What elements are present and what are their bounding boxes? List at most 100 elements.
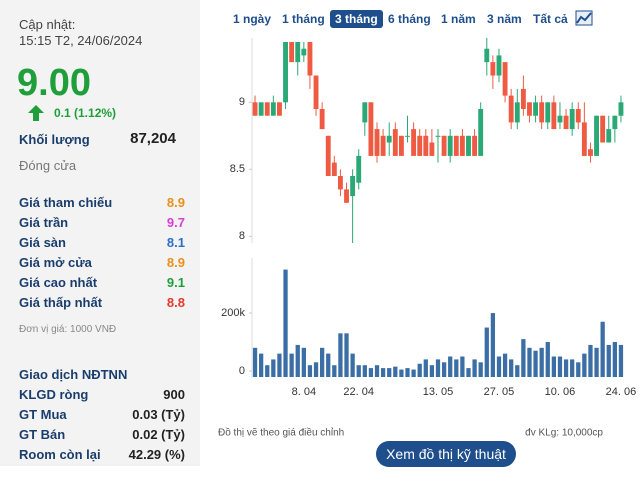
candle-body bbox=[551, 102, 557, 130]
candle-body bbox=[325, 135, 331, 177]
row-value: 900 bbox=[163, 387, 185, 402]
row-label: GT Bán bbox=[19, 427, 66, 442]
y-tick-label: 8 bbox=[239, 230, 245, 242]
candle-body bbox=[466, 135, 471, 156]
volume-bar bbox=[332, 365, 337, 377]
candle-body bbox=[264, 102, 270, 116]
volume-bar bbox=[618, 344, 624, 377]
candle-body bbox=[520, 88, 526, 110]
volume-bar bbox=[265, 365, 270, 377]
y-tick-label: 200k bbox=[221, 307, 245, 319]
x-tick-label: 27. 05 bbox=[484, 386, 515, 398]
range-tab[interactable]: 3 năm bbox=[487, 12, 522, 26]
candle-body bbox=[374, 129, 380, 156]
up-arrow bbox=[28, 105, 44, 121]
foreign-title: Giao dịch NĐTNN bbox=[19, 367, 128, 382]
candle-body bbox=[588, 149, 593, 156]
row-label: GT Mua bbox=[19, 407, 67, 422]
volume-bar bbox=[362, 365, 367, 377]
candle-body bbox=[618, 102, 624, 116]
y-tick-label: 9 bbox=[239, 96, 245, 108]
volume-bar bbox=[295, 344, 300, 377]
candle-body bbox=[545, 102, 551, 123]
row-value: 8.8 bbox=[166, 295, 185, 310]
candle-body bbox=[319, 109, 325, 130]
row-value: 8.9 bbox=[166, 255, 185, 270]
chart-icon[interactable] bbox=[575, 10, 593, 26]
volume-bar bbox=[521, 339, 526, 377]
volume-bar bbox=[496, 356, 502, 377]
row-value: 42.29 (%) bbox=[128, 447, 185, 462]
candle-body bbox=[313, 75, 319, 110]
candle-body bbox=[356, 155, 362, 183]
volume-bar bbox=[594, 347, 599, 377]
candle-body bbox=[331, 162, 337, 177]
volume-bar bbox=[283, 269, 288, 377]
candle-body bbox=[283, 42, 288, 103]
volume-bar bbox=[478, 362, 483, 377]
candle-body bbox=[441, 135, 447, 156]
volume-bar bbox=[307, 365, 313, 377]
volume-bar bbox=[557, 356, 563, 377]
volume-bar bbox=[600, 321, 605, 377]
candle-body bbox=[392, 129, 398, 156]
candle-body bbox=[539, 102, 545, 123]
volume-bar bbox=[490, 313, 496, 377]
row-label: Room còn lại bbox=[19, 447, 101, 462]
candle-body bbox=[508, 95, 514, 123]
price: 9.00 bbox=[17, 62, 91, 104]
candle-body bbox=[277, 102, 282, 116]
candle-body bbox=[258, 102, 264, 116]
candle-body bbox=[527, 102, 532, 116]
candle-body bbox=[417, 135, 423, 156]
range-tab[interactable]: 1 ngày bbox=[233, 12, 272, 26]
row-label: KLGD ròng bbox=[19, 387, 89, 402]
volume-bar bbox=[539, 347, 544, 377]
row-value: 0.03 (Tỷ) bbox=[132, 407, 185, 422]
volume-bar bbox=[545, 342, 550, 377]
range-tab[interactable]: 1 tháng bbox=[282, 12, 325, 26]
volume-bar bbox=[563, 359, 569, 377]
volume-bar bbox=[319, 347, 325, 377]
candle-body bbox=[435, 135, 441, 137]
candle-body bbox=[575, 109, 581, 123]
volume-bar bbox=[301, 347, 306, 377]
volume-bar bbox=[423, 359, 428, 377]
range-tab[interactable]: Tất cả bbox=[533, 12, 568, 26]
candle-body bbox=[362, 102, 368, 123]
volume-bar bbox=[435, 359, 441, 377]
candle-body bbox=[496, 55, 502, 76]
candle-body bbox=[569, 109, 575, 130]
candle-body bbox=[594, 115, 599, 156]
volume-bar bbox=[313, 362, 319, 377]
volume-bar bbox=[326, 353, 331, 377]
volume-bar bbox=[612, 342, 617, 377]
candle-body bbox=[581, 122, 587, 156]
volume-bar bbox=[527, 347, 532, 377]
candle-body bbox=[453, 135, 459, 156]
candle-body bbox=[337, 176, 343, 190]
volume-bar bbox=[380, 368, 386, 377]
y-tick-label: 8.5 bbox=[230, 163, 245, 175]
row-value: 8.1 bbox=[166, 235, 185, 250]
candle-body bbox=[295, 42, 301, 63]
row-label: Giá mở cửa bbox=[19, 255, 92, 270]
candle-body bbox=[270, 102, 276, 116]
technical-chart-button[interactable]: Xem đồ thị kỹ thuật bbox=[376, 441, 516, 467]
range-tab[interactable]: 1 năm bbox=[441, 12, 476, 26]
candle-body bbox=[533, 102, 539, 116]
row-label: Giá thấp nhất bbox=[19, 295, 103, 310]
candle-body bbox=[606, 129, 612, 143]
volume-bar bbox=[533, 350, 538, 377]
range-tab[interactable]: 3 tháng bbox=[330, 10, 383, 28]
sidebar: Cập nhật: 15:15 T2, 24/06/2024 9.00 0.1 … bbox=[0, 0, 200, 466]
volume-bar bbox=[405, 368, 410, 377]
candle-body bbox=[411, 129, 417, 156]
update-label: Cập nhật: bbox=[19, 17, 76, 32]
volume-bar bbox=[588, 344, 593, 377]
candle-body bbox=[472, 135, 478, 156]
range-tab[interactable]: 6 tháng bbox=[388, 12, 431, 26]
row-label: Giá sàn bbox=[19, 235, 66, 250]
volume: 87,204 bbox=[130, 130, 176, 147]
